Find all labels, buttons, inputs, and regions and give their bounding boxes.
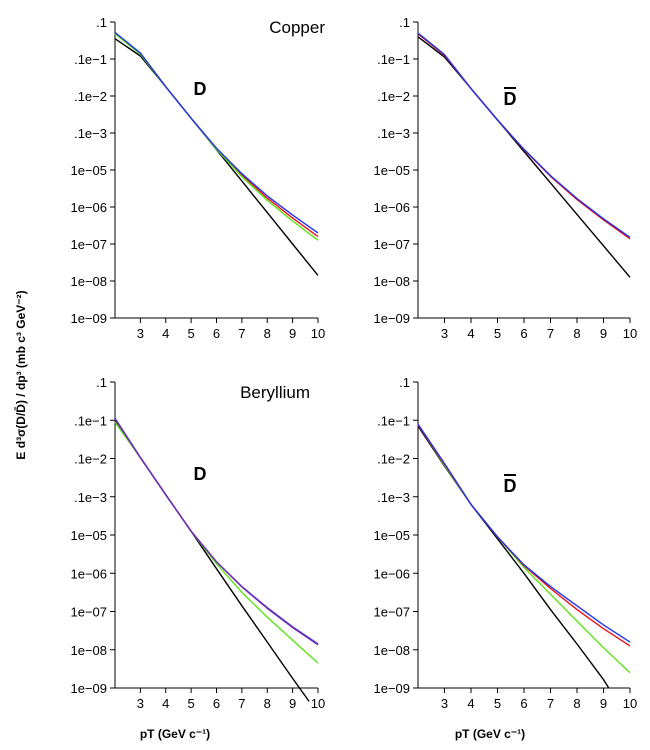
x-tick-label: 3: [441, 326, 448, 341]
series-line-blue: [114, 31, 319, 234]
series-line-black: [417, 425, 610, 689]
particle-label: D: [194, 79, 207, 99]
y-tick-label: 1e−06: [373, 200, 410, 215]
x-tick-label: 8: [264, 696, 271, 711]
x-tick-label: 8: [264, 326, 271, 341]
x-tick-label: 8: [573, 326, 580, 341]
y-tick-label: .1e−3: [377, 126, 410, 141]
y-tick-label: .1e−1: [74, 52, 107, 67]
y-tick-label: .1: [96, 15, 107, 30]
x-tick-label: 6: [520, 326, 527, 341]
y-tick-label: 1e−05: [70, 163, 107, 178]
particle-label: D: [504, 476, 517, 496]
y-tick-label: .1e−1: [74, 413, 107, 428]
chart-panel-top-right: .1 .1e−1 .1e−2 .1e−3 1e−05 1e−06 1e−07 1e−08 1e−…: [373, 15, 637, 341]
x-tick-label: 9: [289, 326, 296, 341]
x-tick-label: 5: [494, 696, 501, 711]
y-tick-label: 1e−06: [70, 566, 107, 581]
chart-panels: .1 .1e−1 .1e−2 .1e−3 1e−05 1e−06 1e−07 1e−08 1e−…: [70, 15, 637, 711]
material-label: Beryllium: [240, 383, 310, 402]
series-line-blue: [114, 417, 319, 645]
x-tick-label: 5: [494, 326, 501, 341]
series-line-green: [417, 423, 631, 674]
x-tick-label: 4: [467, 696, 474, 711]
particle-label: D: [504, 89, 517, 109]
y-tick-label: .1e−2: [74, 452, 107, 467]
x-tick-label: 3: [137, 326, 144, 341]
chart-panel-bottom-right: .1 .1e−1 .1e−2 .1e−3 1e−05 1e−06 1e−07 1e−08 1e−…: [373, 375, 637, 711]
y-tick-label: .1e−3: [377, 490, 410, 505]
x-axis-title-right: pT (GeV c⁻¹): [455, 727, 525, 741]
series-line-black: [114, 38, 319, 276]
x-tick-label: 4: [162, 326, 169, 341]
x-tick-label: 5: [188, 326, 195, 341]
x-tick-label: 10: [311, 696, 325, 711]
y-tick-label: .1e−1: [377, 52, 410, 67]
y-tick-label: .1e−2: [377, 452, 410, 467]
x-tick-label: 8: [573, 696, 580, 711]
series-line-blue: [417, 32, 631, 238]
x-tick-label: 6: [213, 696, 220, 711]
y-tick-label: 1e−09: [70, 681, 107, 696]
series-line-red: [417, 33, 631, 240]
series-line-blue: [417, 423, 631, 643]
x-tick-label: 7: [238, 696, 245, 711]
x-tick-label: 7: [547, 326, 554, 341]
y-tick-label: 1e−06: [70, 200, 107, 215]
y-tick-label: 1e−06: [373, 566, 410, 581]
y-tick-label: .1: [399, 375, 410, 390]
x-tick-label: 4: [467, 326, 474, 341]
x-tick-label: 5: [188, 696, 195, 711]
y-tick-label: 1e−09: [373, 681, 410, 696]
chart-panel-bottom-left: .1 .1e−1 .1e−2 .1e−3 1e−05 1e−06 1e−07 1e−08 1e−…: [70, 375, 325, 711]
x-tick-label: 6: [213, 326, 220, 341]
y-tick-label: .1e−3: [74, 126, 107, 141]
x-tick-label: 9: [600, 696, 607, 711]
y-tick-label: .1e−1: [377, 413, 410, 428]
x-axis-title-left: pT (GeV c⁻¹): [140, 727, 210, 741]
x-tick-label: 6: [520, 696, 527, 711]
y-tick-label: 1e−08: [373, 643, 410, 658]
y-tick-label: 1e−09: [70, 311, 107, 326]
y-tick-label: 1e−07: [70, 605, 107, 620]
particle-label: D: [194, 464, 207, 484]
chart-panel-top-left: .1 .1e−1 .1e−2 .1e−3 1e−05 1e−06 1e−07 1e−08 1e−…: [70, 15, 325, 341]
y-tick-label: 1e−08: [70, 643, 107, 658]
y-tick-label: 1e−05: [70, 528, 107, 543]
y-tick-label: 1e−07: [373, 237, 410, 252]
y-tick-label: .1e−3: [74, 490, 107, 505]
y-tick-label: .1: [96, 375, 107, 390]
y-tick-label: .1: [399, 15, 410, 30]
y-tick-label: 1e−09: [373, 311, 410, 326]
x-tick-label: 9: [289, 696, 296, 711]
series-line-red: [114, 32, 319, 238]
y-tick-label: 1e−05: [373, 163, 410, 178]
series-line-red: [417, 424, 631, 647]
y-tick-label: 1e−05: [373, 528, 410, 543]
x-tick-label: 10: [623, 696, 637, 711]
y-tick-label: .1e−2: [74, 89, 107, 104]
series-line-black: [417, 36, 631, 278]
x-tick-label: 10: [623, 326, 637, 341]
x-tick-label: 10: [311, 326, 325, 341]
x-tick-label: 7: [238, 326, 245, 341]
x-tick-label: 3: [441, 696, 448, 711]
material-label: Copper: [269, 18, 325, 37]
y-tick-label: 1e−08: [70, 274, 107, 289]
y-tick-label: 1e−07: [373, 605, 410, 620]
series-line-green: [114, 421, 319, 664]
y-tick-label: 1e−08: [373, 274, 410, 289]
x-tick-label: 9: [600, 326, 607, 341]
series-line-purple: [114, 418, 319, 646]
y-tick-label: 1e−07: [70, 237, 107, 252]
y-tick-label: .1e−2: [377, 89, 410, 104]
x-tick-label: 7: [547, 696, 554, 711]
x-tick-label: 4: [162, 696, 169, 711]
x-tick-label: 3: [137, 696, 144, 711]
series-line-green: [114, 33, 319, 241]
y-axis-title: E d³σ(D/D̄) / dp³ (mb c³ GeV⁻²): [14, 290, 28, 459]
